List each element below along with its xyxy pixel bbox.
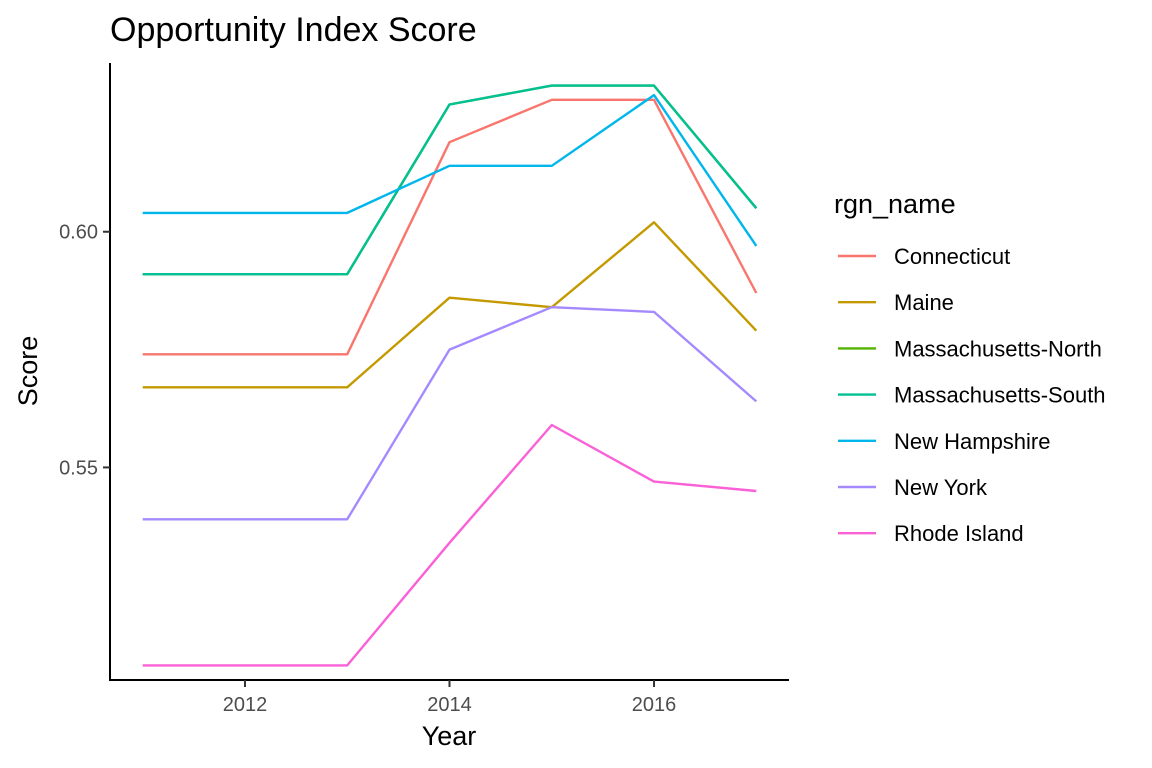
- y-tick-label: 0.55: [59, 457, 98, 479]
- legend-item-maine: Maine: [838, 290, 954, 315]
- y-tick-label: 0.60: [59, 222, 98, 244]
- legend: rgn_name Connecticut Maine Massachusetts-N…: [834, 189, 1106, 546]
- y-axis-title: Score: [13, 336, 43, 407]
- legend-item-massachusetts-north: Massachusetts-North: [838, 336, 1102, 361]
- series-line-massachusetts-north: [142, 84, 758, 276]
- legend-label: Connecticut: [894, 244, 1010, 269]
- x-tick-label: 2012: [223, 694, 268, 716]
- series-line-maine: [142, 221, 758, 389]
- legend-label: New Hampshire: [894, 429, 1051, 454]
- series-line-new-york: [142, 306, 758, 521]
- legend-item-connecticut: Connecticut: [838, 244, 1010, 269]
- x-tick-label: 2014: [427, 694, 472, 716]
- chart-title: Opportunity Index Score: [110, 11, 477, 49]
- legend-items: Connecticut Maine Massachusetts-North Massa…: [838, 244, 1106, 546]
- y-ticks: 0.55 0.60: [59, 222, 110, 479]
- plot-series: [142, 84, 758, 667]
- x-tick-label: 2016: [632, 694, 677, 716]
- x-axis-title: Year: [422, 721, 477, 751]
- legend-item-massachusetts-south: Massachusetts-South: [838, 383, 1106, 408]
- legend-item-new-york: New York: [838, 475, 988, 500]
- legend-label: Rhode Island: [894, 521, 1024, 546]
- legend-label: Massachusetts-South: [894, 383, 1106, 408]
- x-ticks: 2012 2014 2016: [223, 680, 677, 716]
- series-line-rhode-island: [142, 423, 757, 667]
- legend-title: rgn_name: [834, 189, 956, 219]
- series-line-new-hampshire: [142, 93, 758, 247]
- legend-label: Maine: [894, 290, 954, 315]
- legend-label: New York: [894, 475, 988, 500]
- legend-item-rhode-island: Rhode Island: [838, 521, 1024, 546]
- legend-label: Massachusetts-North: [894, 336, 1102, 361]
- legend-item-new-hampshire: New Hampshire: [838, 429, 1051, 454]
- series-line-connecticut: [142, 98, 758, 356]
- series-line-massachusetts-south: [142, 84, 758, 276]
